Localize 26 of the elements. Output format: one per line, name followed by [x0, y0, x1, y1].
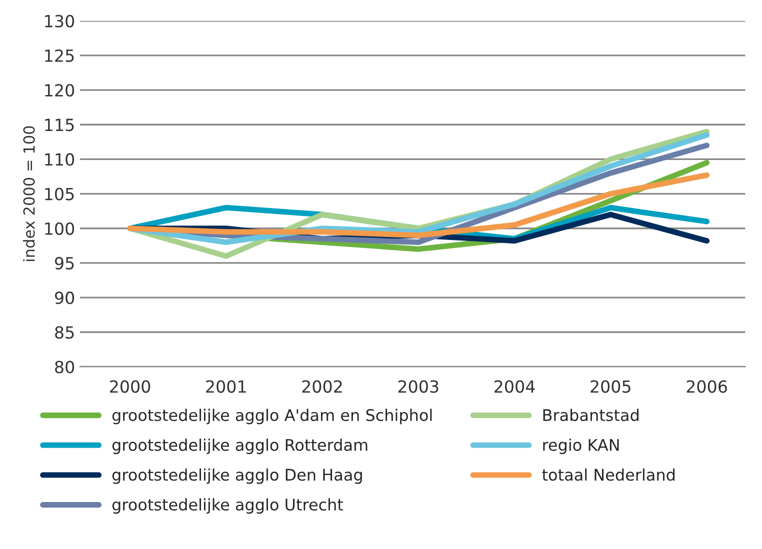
x-tick-label: 2001: [206, 380, 246, 393]
legend-label: Brabantstad: [543, 408, 638, 422]
legend-label: grootstedelijke agglo Utrecht: [112, 498, 344, 514]
legend-label: grootstedelijke agglo A'dam en Schiphol: [112, 408, 432, 424]
legend-label: regio KAN: [543, 438, 619, 454]
y-tick-label: 125: [45, 49, 74, 62]
x-tick-label: 2005: [590, 380, 630, 393]
legend-label: grootstedelijke agglo Den Haag: [112, 468, 362, 484]
legend-label: grootstedelijke agglo Rotterdam: [112, 438, 368, 454]
y-tick-label: 80: [55, 360, 74, 374]
x-tick-label: 2004: [494, 380, 535, 393]
y-tick-label: 100: [45, 222, 74, 235]
y-tick-label: 85: [55, 326, 74, 339]
y-axis-title: index 2000 = 100: [22, 126, 35, 261]
x-tick-label: 2003: [398, 380, 438, 393]
legend-label: totaal Nederland: [542, 468, 675, 481]
x-tick-label: 2000: [110, 380, 150, 393]
y-tick-label: 110: [45, 153, 74, 166]
y-tick-label: 120: [45, 84, 74, 97]
y-tick-label: 105: [45, 188, 74, 200]
y-tick-label: 95: [54, 256, 74, 270]
y-tick-label: 115: [45, 118, 74, 132]
y-tick-label: 90: [54, 292, 74, 304]
x-tick-label: 2002: [302, 380, 342, 393]
y-tick-label: 130: [45, 14, 74, 28]
x-tick-label: 2006: [686, 380, 727, 393]
